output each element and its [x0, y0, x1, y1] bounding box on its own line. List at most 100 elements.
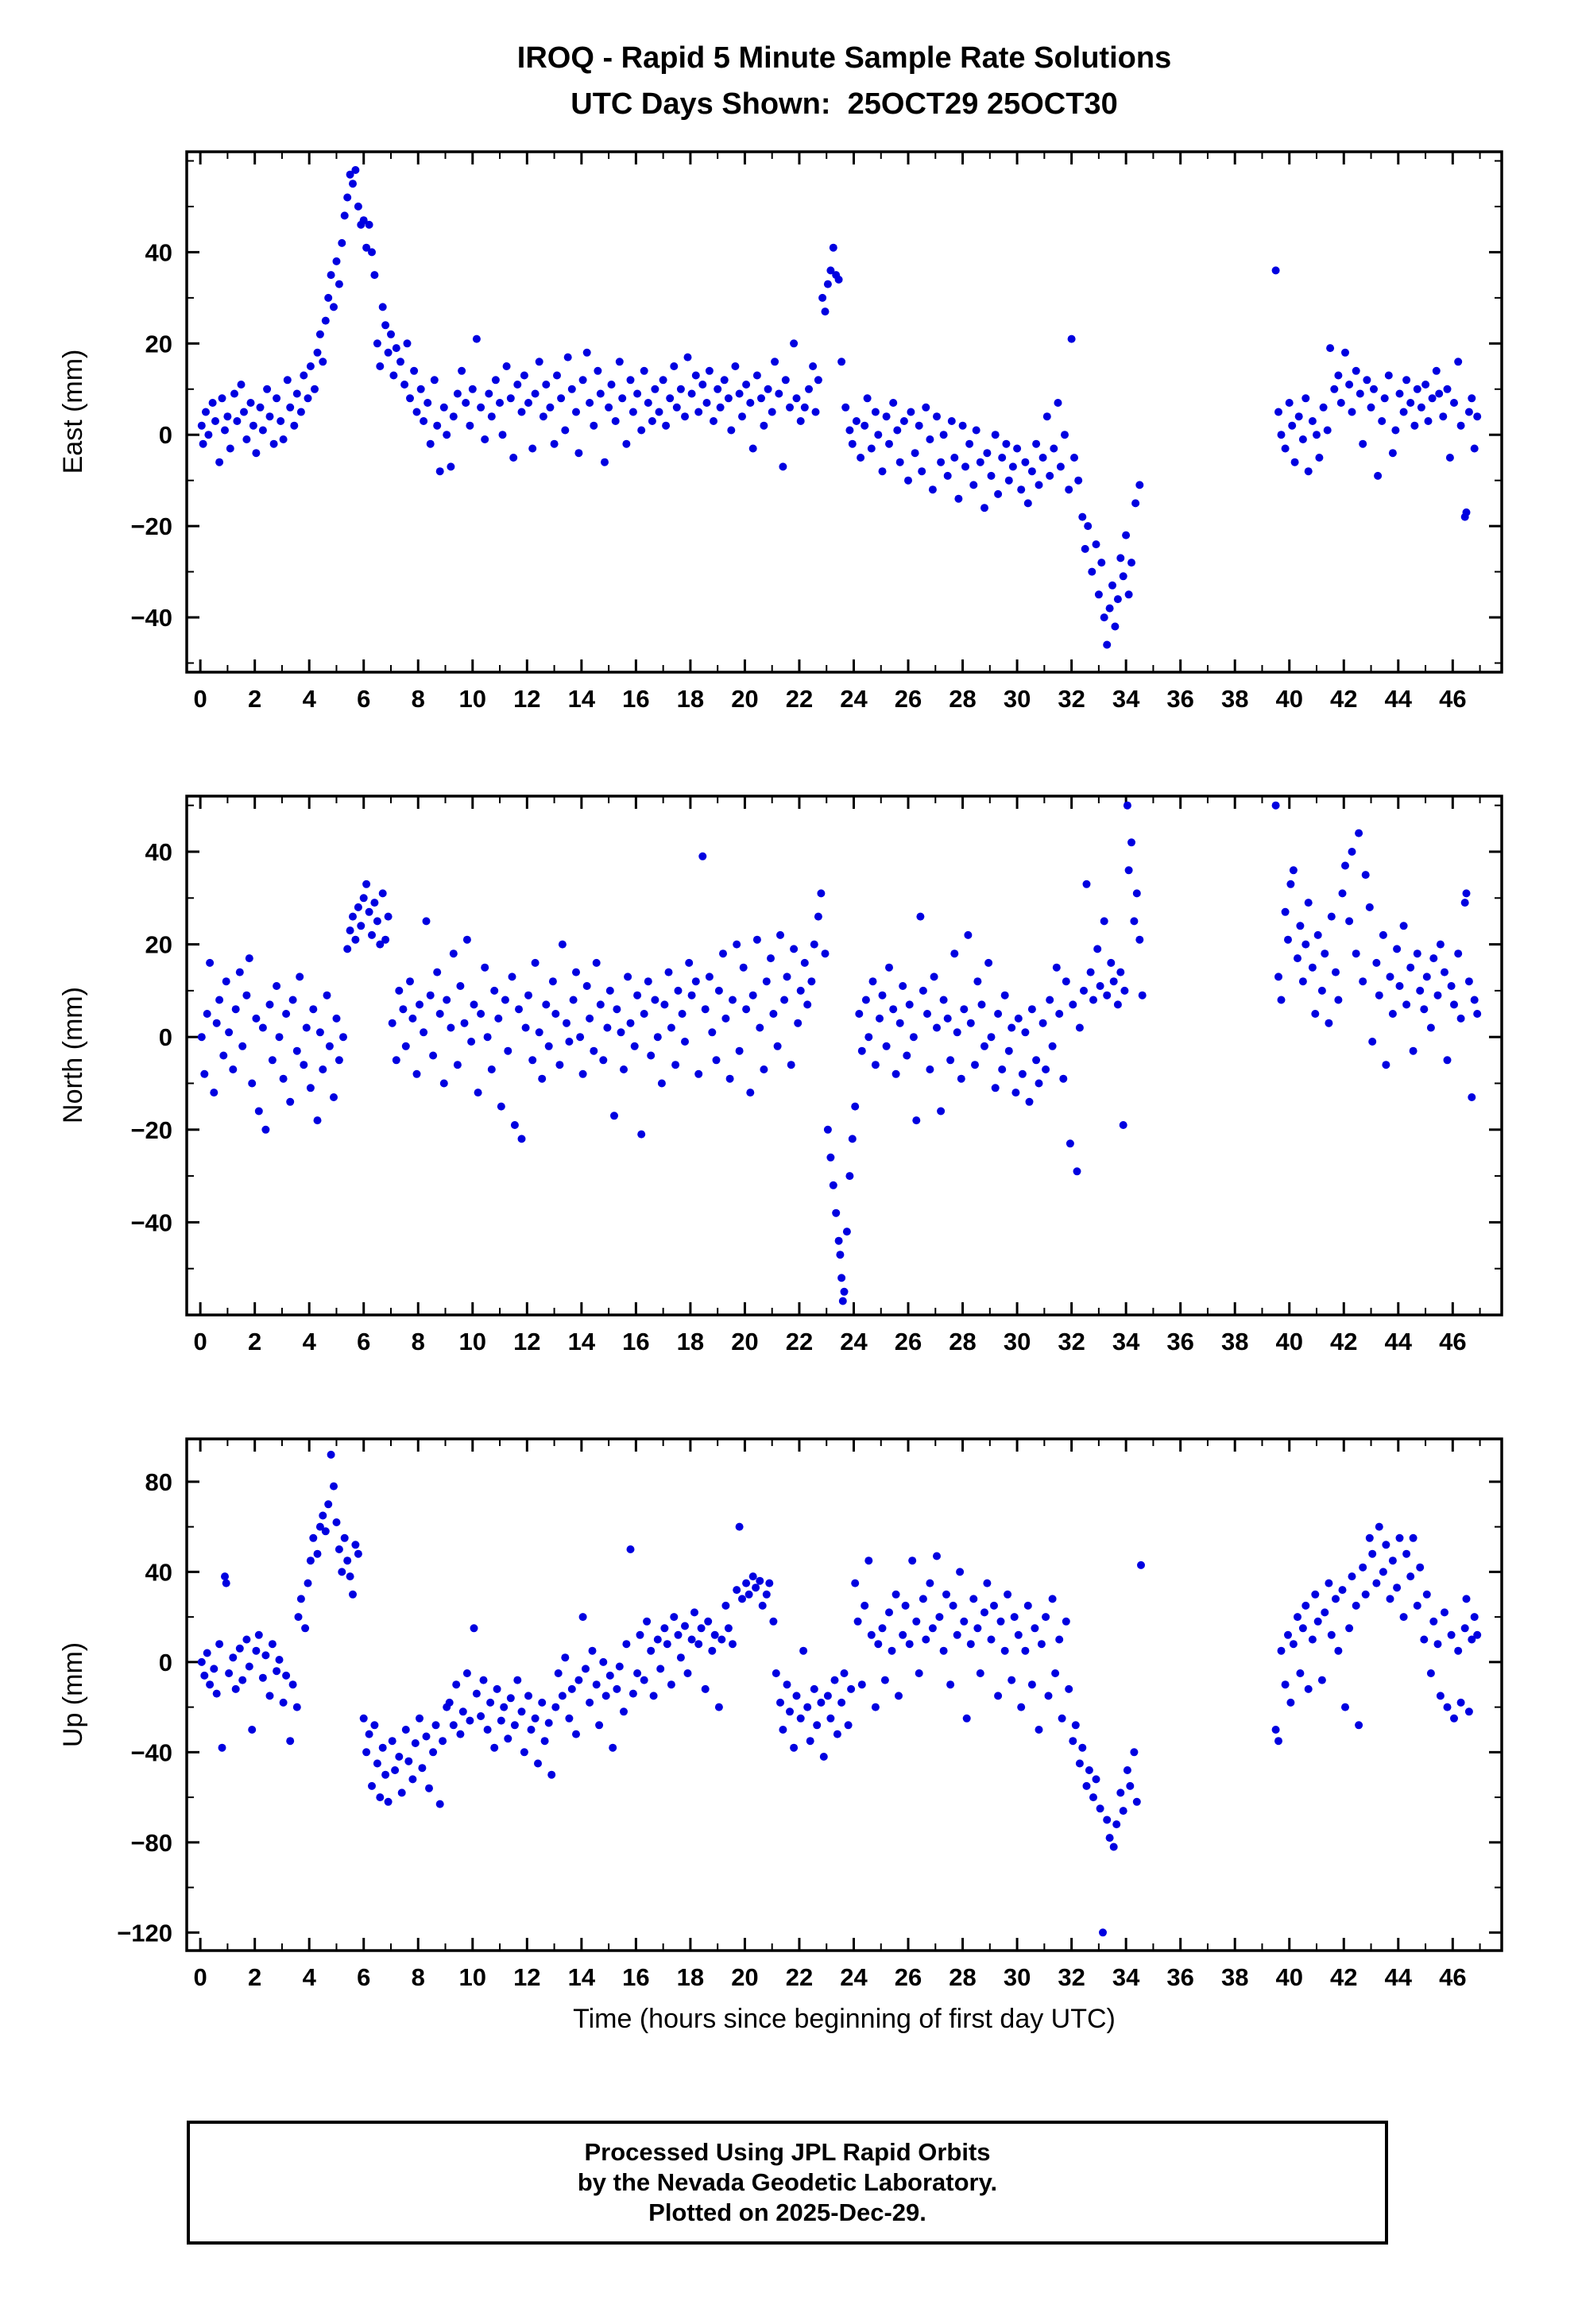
data-point — [1021, 458, 1030, 466]
data-point — [762, 1590, 771, 1599]
data-point — [362, 880, 371, 888]
data-point — [1436, 1692, 1445, 1700]
data-point — [1062, 1617, 1070, 1626]
data-point — [1456, 1698, 1465, 1707]
data-point — [1341, 861, 1349, 870]
x-tick-label: 38 — [1221, 1963, 1248, 1991]
data-point — [332, 1518, 341, 1526]
data-point — [857, 454, 865, 462]
x-tick-label: 10 — [459, 1328, 486, 1355]
data-point — [786, 1707, 794, 1716]
data-point — [1338, 1586, 1347, 1595]
data-point — [1334, 371, 1343, 380]
data-point — [719, 949, 727, 958]
data-point — [834, 275, 843, 284]
data-point — [596, 389, 605, 398]
data-point — [218, 1743, 226, 1752]
data-point — [1051, 1669, 1060, 1677]
data-point — [408, 1775, 417, 1784]
data-point — [311, 385, 319, 393]
data-point — [225, 1669, 234, 1677]
data-point — [1336, 399, 1345, 407]
data-point — [235, 1644, 244, 1653]
chart-title-line1: IROQ - Rapid 5 Minute Sample Rate Soluti… — [516, 41, 1172, 75]
data-point — [370, 899, 379, 907]
data-point — [1004, 1046, 1013, 1055]
data-point — [561, 1653, 570, 1662]
data-point — [206, 1680, 215, 1689]
data-point — [558, 1692, 567, 1700]
data-point — [590, 1046, 598, 1055]
data-point — [724, 394, 733, 403]
data-point — [838, 1297, 847, 1305]
data-point — [599, 1657, 608, 1666]
data-point — [502, 362, 511, 370]
data-point — [1092, 540, 1100, 549]
data-point — [1294, 1613, 1301, 1622]
data-point — [1286, 880, 1295, 888]
data-point — [950, 454, 959, 462]
data-point — [738, 1595, 746, 1603]
x-tick-label: 32 — [1058, 1963, 1085, 1991]
data-point — [1132, 1797, 1141, 1806]
data-point — [517, 1707, 526, 1716]
data-point — [1382, 1061, 1390, 1069]
panel-up: 0 2 4 6 8 10 12 14 16 18 20 22 24 26 28 30 32 34 36 38 40 42 4… — [117, 1437, 1503, 1991]
data-point — [933, 1552, 941, 1560]
x-tick-label: 30 — [1004, 1328, 1031, 1355]
x-tick-label: 8 — [412, 1963, 425, 1991]
x-tick-label: 0 — [194, 1328, 207, 1355]
data-point — [528, 444, 537, 453]
x-axis-label: Time (hours since beginning of first day… — [573, 2004, 1116, 2034]
y-tick-label: −120 — [117, 1919, 172, 1947]
x-tick-label: 24 — [840, 685, 868, 713]
data-point — [683, 353, 692, 362]
data-point — [1361, 871, 1370, 880]
data-point — [359, 216, 368, 225]
data-point — [765, 1579, 774, 1587]
data-point — [716, 403, 725, 412]
data-point — [1027, 467, 1036, 476]
x-tick-label: 28 — [949, 1963, 976, 1991]
data-point — [542, 381, 551, 389]
data-point — [1422, 973, 1431, 981]
data-point — [615, 1662, 624, 1671]
data-point — [969, 481, 978, 489]
data-point — [1010, 1613, 1019, 1622]
data-point — [1070, 454, 1078, 462]
data-point — [1456, 1014, 1465, 1023]
x-tick-label: 38 — [1221, 1328, 1248, 1355]
data-point — [1313, 1617, 1322, 1626]
data-point — [203, 1649, 211, 1657]
data-point — [610, 1112, 618, 1120]
data-point — [994, 1692, 1003, 1700]
data-point — [567, 1684, 576, 1693]
data-point — [647, 1051, 656, 1060]
data-point — [391, 1766, 400, 1774]
data-point — [1315, 454, 1324, 462]
data-point — [1271, 801, 1280, 810]
data-point — [1284, 1630, 1292, 1639]
data-point — [987, 471, 996, 480]
data-point — [1325, 1579, 1333, 1587]
data-point — [882, 1042, 891, 1050]
data-point — [1027, 1680, 1036, 1689]
data-point — [1116, 1788, 1125, 1797]
data-point — [1428, 394, 1437, 403]
data-point — [404, 1757, 413, 1765]
data-point — [776, 1698, 784, 1707]
data-point — [874, 1640, 883, 1649]
data-point — [651, 996, 659, 1004]
data-point — [626, 1545, 635, 1553]
x-tick-label: 26 — [895, 1328, 922, 1355]
data-point — [578, 1069, 587, 1078]
data-point — [1021, 1028, 1030, 1037]
data-point — [302, 1023, 311, 1032]
data-point — [1013, 444, 1022, 453]
data-point — [319, 1511, 327, 1520]
data-point — [1078, 1743, 1087, 1752]
data-point — [729, 996, 737, 1004]
data-point — [332, 1014, 341, 1023]
data-point — [674, 1630, 683, 1639]
data-point — [215, 1640, 224, 1649]
